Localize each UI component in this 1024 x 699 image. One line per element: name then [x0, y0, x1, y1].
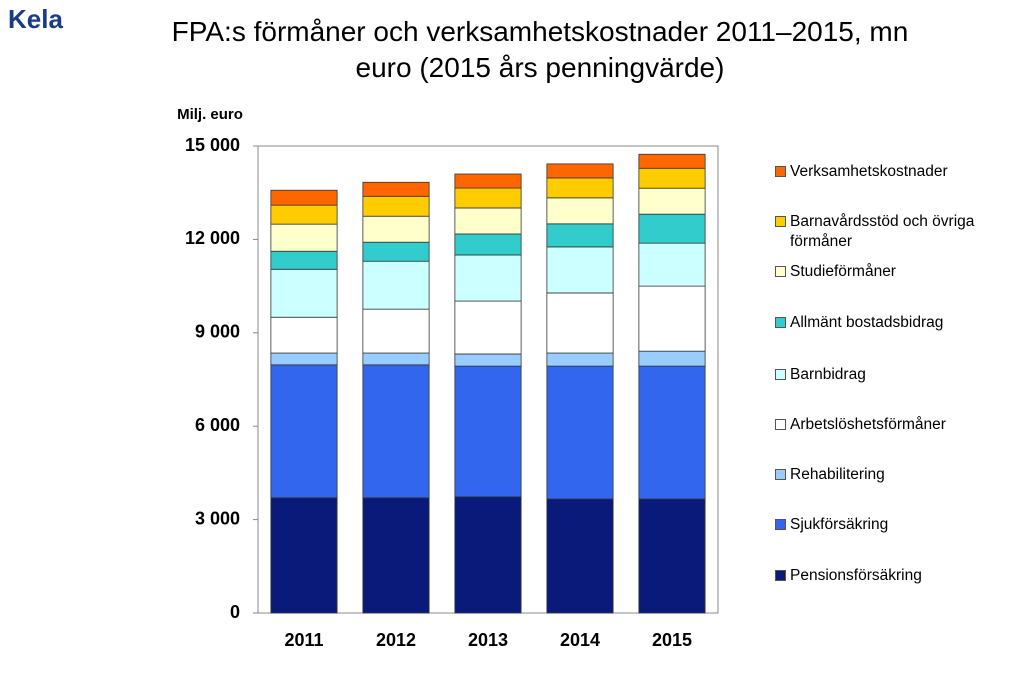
bar-segment	[454, 173, 522, 189]
bar-segment	[270, 364, 338, 499]
y-tick-label: 0	[230, 602, 240, 622]
bar-segment	[454, 187, 522, 209]
bar-segment	[454, 496, 522, 614]
bar-segment	[362, 308, 430, 354]
y-tick-label: 3 000	[195, 508, 240, 528]
bar-segment	[270, 223, 338, 252]
bar-segment	[362, 215, 430, 243]
bar-segment	[270, 189, 338, 206]
x-tick-label: 2015	[652, 630, 692, 650]
y-tick-label: 6 000	[195, 415, 240, 435]
bar-segment	[546, 223, 614, 248]
bar-segment	[638, 350, 706, 367]
bar-segment	[454, 365, 522, 498]
legend-label: Sjukförsäkring	[790, 516, 889, 533]
legend-label: Verksamhetskostnader	[790, 163, 948, 180]
bar-segment	[362, 260, 430, 310]
y-tick-label: 15 000	[185, 135, 240, 155]
bar-segment	[270, 204, 338, 225]
legend-entry: Rehabilitering	[775, 465, 995, 485]
legend-entry: Sjukförsäkring	[775, 515, 995, 535]
bar-segment	[546, 365, 614, 500]
bar-segment	[546, 163, 614, 179]
legend-entry: Verksamhetskostnader	[775, 162, 995, 182]
bar-segment	[638, 285, 706, 352]
legend-label: Barnbidrag	[790, 366, 866, 383]
legend-entry: Barnavårdsstöd och övriga förmåner	[775, 212, 995, 252]
y-axis-label: Milj. euro	[177, 106, 243, 123]
bar-segment	[638, 167, 706, 189]
y-tick-label: 12 000	[185, 228, 240, 248]
legend-entry: Pensionsförsäkring	[775, 566, 995, 586]
chart-title: FPA:s förmåner och verksamhetskostnader …	[171, 16, 909, 83]
legend-swatch	[775, 419, 786, 430]
legend-swatch	[775, 266, 786, 277]
bar-segment	[362, 497, 430, 614]
legend-swatch	[775, 317, 786, 328]
x-tick-label: 2014	[560, 630, 600, 650]
legend-entry: Studieförmåner	[775, 262, 995, 282]
legend-swatch	[775, 469, 786, 480]
legend-swatch	[775, 369, 786, 380]
bar-segment	[362, 195, 430, 217]
bar-segment	[546, 292, 614, 354]
bar-segment	[638, 213, 706, 244]
bar-segment	[638, 242, 706, 287]
bar-segment	[270, 316, 338, 354]
bar-segment	[454, 207, 522, 235]
legend-swatch	[775, 570, 786, 581]
bar-segment	[270, 497, 338, 614]
legend-swatch	[775, 519, 786, 530]
legend-entry: Arbetslöshetsförmåner	[775, 415, 995, 435]
legend-label: Studieförmåner	[790, 263, 896, 280]
legend-label: Rehabilitering	[790, 466, 885, 483]
x-tick-label: 2012	[376, 630, 416, 650]
legend-label: Allmänt bostadsbidrag	[790, 314, 944, 331]
bar-segment	[362, 241, 430, 262]
bar-segment	[638, 498, 706, 614]
legend-swatch	[775, 216, 786, 227]
logo: Kela	[8, 4, 63, 34]
bar-segment	[546, 498, 614, 614]
bar-segment	[546, 246, 614, 294]
bar-segment	[454, 353, 522, 367]
legend-swatch	[775, 166, 786, 177]
legend-entry: Barnbidrag	[775, 365, 995, 385]
bar-segment	[546, 197, 614, 225]
bar-segment	[362, 181, 430, 197]
bar-segment	[454, 233, 522, 256]
bar-segment	[638, 187, 706, 215]
legend-label: Pensionsförsäkring	[790, 567, 922, 584]
bar-segment	[546, 352, 614, 367]
legend-label: Arbetslöshetsförmåner	[790, 416, 946, 433]
bar-segment	[362, 364, 430, 499]
y-tick-label: 9 000	[195, 322, 240, 342]
bar-segment	[362, 352, 430, 366]
bar-segment	[638, 153, 706, 169]
x-tick-label: 2013	[468, 630, 508, 650]
bar-segment	[270, 352, 338, 366]
bar-segment	[454, 300, 522, 355]
bar-segment	[270, 250, 338, 270]
bar-segment	[546, 177, 614, 199]
legend-entry: Allmänt bostadsbidrag	[775, 313, 995, 333]
bar-segment	[638, 365, 706, 500]
bar-segment	[270, 268, 338, 318]
legend-label: Barnavårdsstöd och övriga förmåner	[790, 213, 975, 250]
bar-segment	[454, 254, 522, 302]
x-tick-label: 2011	[284, 630, 323, 650]
